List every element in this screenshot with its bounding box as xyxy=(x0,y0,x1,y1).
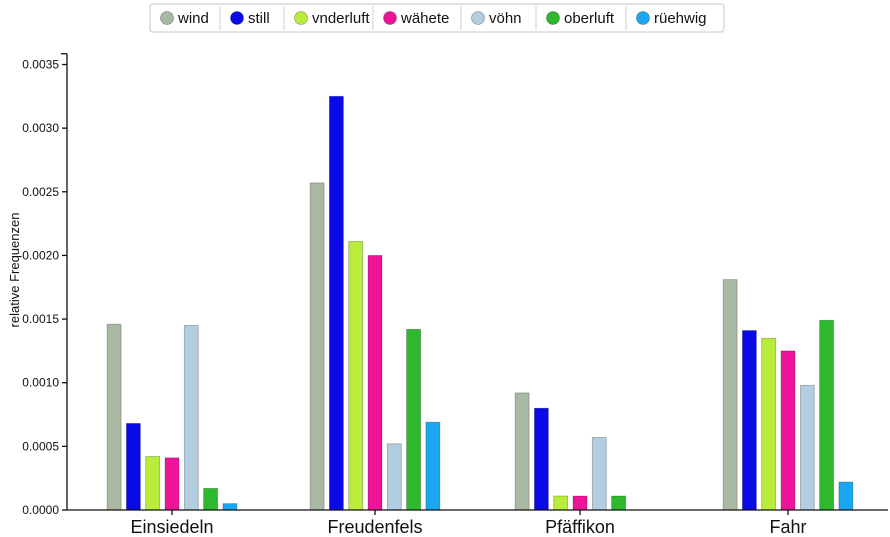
legend-swatch xyxy=(383,11,397,25)
bar-freudenfels-vohn xyxy=(386,443,402,511)
bars xyxy=(106,95,854,511)
legend-item-wahete: wähete xyxy=(383,10,449,27)
bar-freudenfels-wahete xyxy=(367,254,383,511)
legend-item-wind: wind xyxy=(160,10,209,27)
legend-label: wähete xyxy=(400,10,449,27)
y-tick-label: 0.0005 xyxy=(22,439,59,453)
y-tick-label: 0.0000 xyxy=(22,503,59,517)
bar-einsiedeln-vnderluft xyxy=(145,456,161,511)
y-tick-label: 0.0025 xyxy=(22,185,59,199)
legend-label: vnderluft xyxy=(312,10,370,27)
bar-einsiedeln-oberluft xyxy=(203,487,219,511)
bar-fahr-vohn xyxy=(799,384,815,511)
y-tick-label: 0.0030 xyxy=(22,121,59,135)
legend-label: oberluft xyxy=(564,10,615,27)
legend-item-vohn: vöhn xyxy=(471,10,522,27)
legend-swatch xyxy=(230,11,244,25)
x-tick-label: Einsiedeln xyxy=(130,517,213,537)
bar-fahr-ruehwig xyxy=(838,481,854,511)
y-axis: 0.0000 0.0005 0.0010 0.0015 0.0020 0.0025 0.00… xyxy=(22,53,68,517)
legend-swatch xyxy=(160,11,174,25)
bar-fahr-still xyxy=(742,330,757,511)
x-tick-label: Freudenfels xyxy=(327,517,422,537)
legend-swatch xyxy=(636,11,650,25)
x-axis: Einsiedeln Freudenfels Pfäffikon Fahr xyxy=(67,509,888,537)
legend-item-still: still xyxy=(230,10,270,27)
bar-freudenfels-vnderluft xyxy=(348,240,364,511)
bar-freudenfels-oberluft xyxy=(406,328,422,511)
y-tick-label: 0.0015 xyxy=(22,312,59,326)
bar-pfaffikon-wind xyxy=(514,392,530,511)
bar-freudenfels-wind xyxy=(309,182,325,511)
bar-fahr-oberluft xyxy=(819,319,834,511)
bar-freudenfels-ruehwig xyxy=(425,421,441,511)
legend-label: vöhn xyxy=(489,10,522,27)
bar-pfaffikon-vnderluft xyxy=(553,495,569,511)
y-axis-title: relative Frequenzen xyxy=(7,213,22,328)
legend-item-oberluft: oberluft xyxy=(546,10,615,27)
legend-label: rüehwig xyxy=(654,10,707,27)
bar-pfaffikon-still xyxy=(534,407,549,511)
legend-swatch xyxy=(471,11,485,25)
bar-einsiedeln-still xyxy=(126,422,141,511)
bar-pfaffikon-vohn xyxy=(591,436,607,511)
legend-swatch xyxy=(546,11,560,25)
x-tick-label: Pfäffikon xyxy=(545,517,615,537)
legend-item-ruehwig: rüehwig xyxy=(636,10,707,27)
legend-box xyxy=(149,3,725,33)
y-tick-label: 0.0035 xyxy=(22,58,59,72)
bar-einsiedeln-vohn xyxy=(183,324,199,511)
bar-freudenfels-still xyxy=(328,95,344,511)
legend-item-vnderluft: vnderluft xyxy=(294,10,370,27)
bar-einsiedeln-wind xyxy=(106,323,122,511)
legend-swatch xyxy=(294,11,308,25)
bar-einsiedeln-ruehwig xyxy=(222,503,238,511)
bar-pfaffikon-oberluft xyxy=(611,495,626,511)
bar-einsiedeln-wahete xyxy=(164,457,180,511)
y-tick-label: 0.0020 xyxy=(22,248,59,262)
x-tick-label: Fahr xyxy=(769,517,806,537)
legend: wind still vnderluft wähete vöhn oberluft rüeh… xyxy=(149,3,725,33)
legend-label: wind xyxy=(177,10,209,27)
y-tick-label: 0.0010 xyxy=(22,376,59,390)
bar-fahr-vnderluft xyxy=(761,337,777,511)
legend-label: still xyxy=(248,10,270,27)
bar-fahr-wahete xyxy=(780,350,796,511)
bar-fahr-wind xyxy=(722,279,738,511)
bar-pfaffikon-wahete xyxy=(572,495,588,511)
